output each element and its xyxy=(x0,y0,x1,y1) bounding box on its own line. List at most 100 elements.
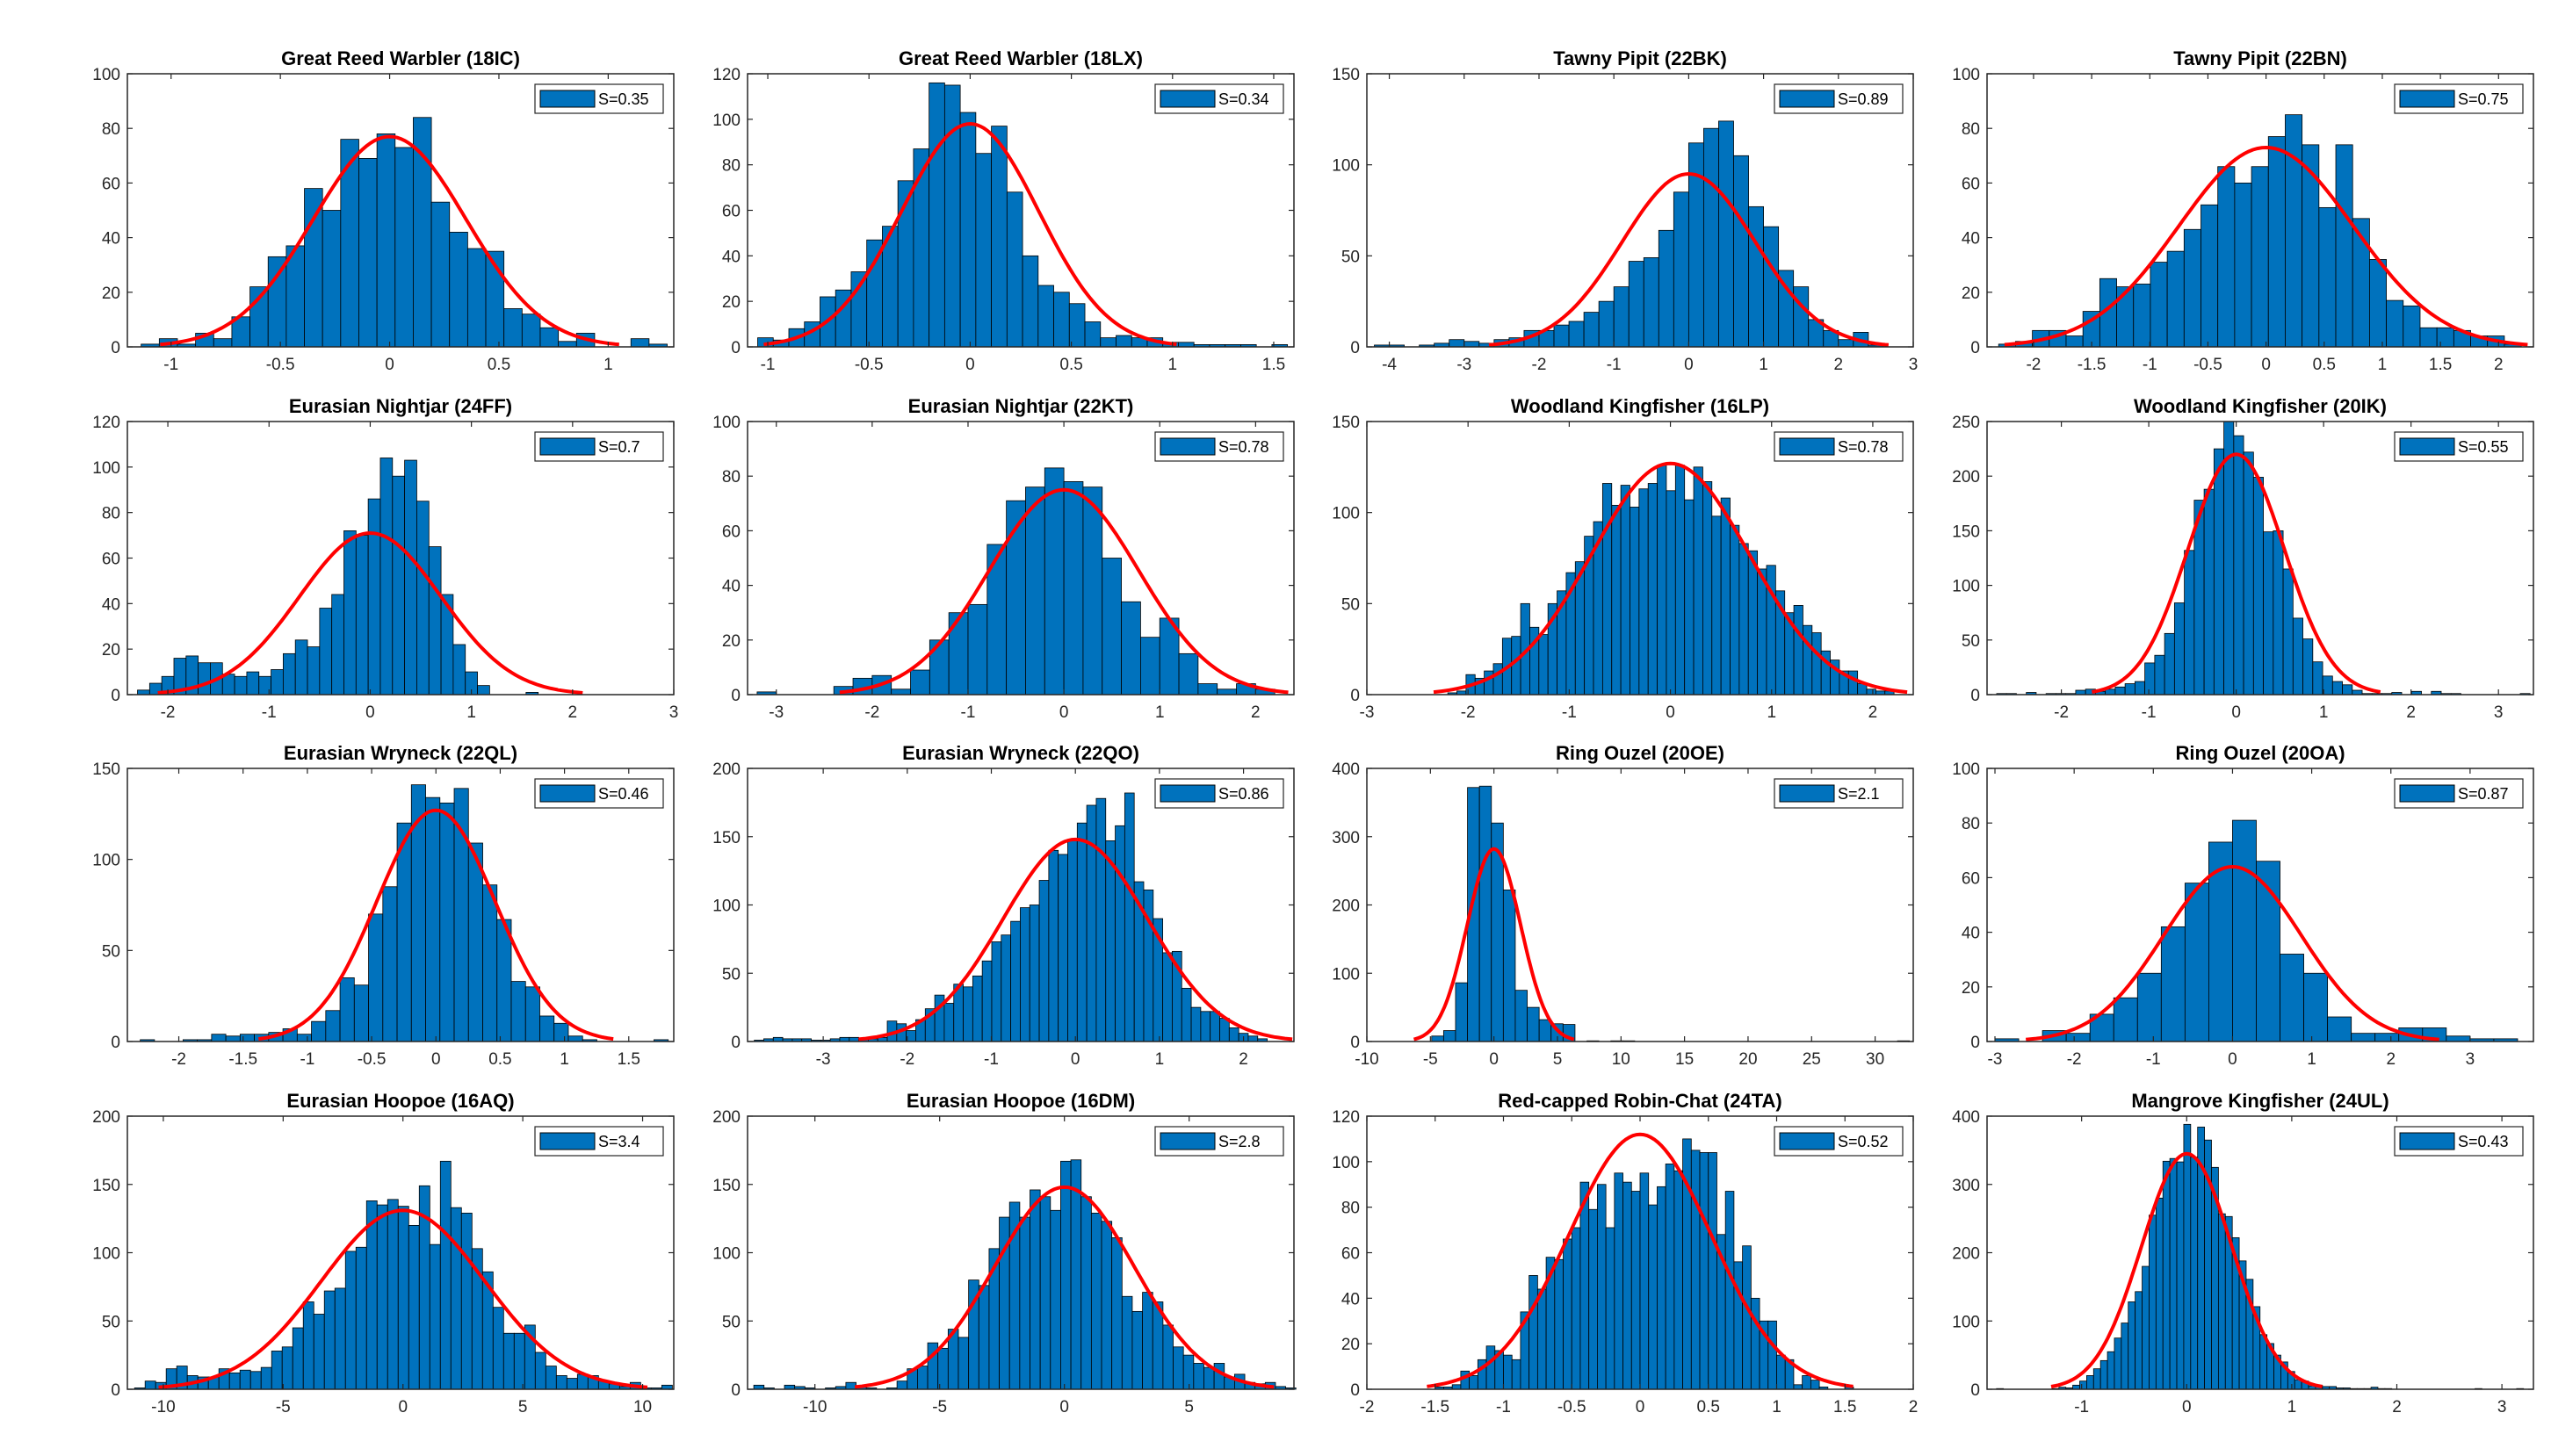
axes-box xyxy=(1986,768,2534,1042)
histogram-bar xyxy=(1847,670,1859,696)
y-tick-label: 0 xyxy=(1970,339,1980,357)
x-tick-label: -0.5 xyxy=(358,1050,387,1069)
histogram-bar xyxy=(1605,1227,1615,1390)
histogram-bar xyxy=(1628,261,1644,348)
chart-title: Ring Ouzel (20OA) xyxy=(2175,742,2345,764)
histogram-bar xyxy=(2312,661,2323,696)
histogram-bar xyxy=(1793,1384,1803,1390)
y-tick-label: 0 xyxy=(731,1034,741,1052)
histogram-bar xyxy=(1730,524,1740,696)
histogram-bar xyxy=(198,662,211,696)
y-tick-label: 0 xyxy=(1970,687,1980,705)
histogram-bar xyxy=(2160,926,2186,1042)
histogram-bar xyxy=(313,1314,325,1390)
histogram-bar xyxy=(239,1369,251,1390)
histogram-bar xyxy=(429,1243,441,1390)
histogram-bar xyxy=(1463,341,1480,348)
histogram-bar xyxy=(2134,681,2146,696)
x-tick-label: 0.5 xyxy=(488,1050,511,1069)
legend-label: S=2.8 xyxy=(1218,1133,1261,1150)
legend: S=2.1 xyxy=(1774,778,1904,809)
histogram-bar xyxy=(929,639,950,696)
y-tick-label: 100 xyxy=(1952,760,1980,779)
y-tick-label: 80 xyxy=(102,120,120,139)
y-tick-label: 0 xyxy=(731,687,741,705)
x-tick-label: -10 xyxy=(1355,1050,1378,1069)
x-tick-label: 1 xyxy=(1155,703,1165,722)
x-tick-label: -2 xyxy=(2067,1050,2082,1069)
histogram-bar xyxy=(910,669,930,696)
chart-title: Mangrove Kingfisher (24UL) xyxy=(2131,1090,2388,1112)
x-tick-label: -3 xyxy=(769,703,784,722)
x-tick-label: 3 xyxy=(1909,356,1919,374)
histogram-bar xyxy=(339,977,355,1042)
legend: S=0.87 xyxy=(2394,778,2524,809)
x-tick-label: 15 xyxy=(1675,1050,1694,1069)
histogram-bar xyxy=(2116,286,2135,348)
legend-swatch xyxy=(1160,437,1216,456)
histogram-bar xyxy=(2267,136,2286,348)
histogram-bar xyxy=(1140,637,1160,696)
histogram-bar xyxy=(387,1199,399,1390)
histogram-bar xyxy=(2173,602,2186,696)
histogram-bar xyxy=(408,1225,420,1390)
y-tick-label: 50 xyxy=(102,942,120,961)
histogram-bar xyxy=(2243,451,2254,696)
histogram-bar xyxy=(1030,1189,1041,1390)
histogram-bar xyxy=(948,612,969,696)
y-tick-label: 150 xyxy=(1332,414,1360,432)
histogram-bar xyxy=(1449,339,1465,348)
y-tick-label: 150 xyxy=(712,1177,741,1195)
normal-fit-curve xyxy=(2025,864,2439,1042)
histogram-bar xyxy=(2217,166,2236,348)
histogram-bar xyxy=(2233,435,2244,696)
x-tick-label: -1 xyxy=(262,703,277,722)
x-tick-label: 0 xyxy=(398,1398,408,1416)
legend: S=0.89 xyxy=(1774,83,1904,114)
x-tick-label: -0.5 xyxy=(1557,1398,1586,1416)
histogram-bar xyxy=(1708,1152,1717,1390)
y-tick-label: 100 xyxy=(1332,505,1360,523)
histogram-bar xyxy=(358,158,378,348)
chart-title: Woodland Kingfisher (20IK) xyxy=(2134,395,2387,417)
histogram-panel: -2 -1 0 1 2 3 0 20 40 60 80 100 120 Eurasian Nightjar… xyxy=(92,395,678,722)
histogram-bar xyxy=(2436,327,2454,348)
histogram-bar xyxy=(1638,488,1649,696)
histogram-bar xyxy=(1703,127,1719,348)
x-tick-label: 1 xyxy=(1155,1050,1165,1069)
legend-label: S=3.4 xyxy=(598,1133,640,1150)
histogram-bar xyxy=(1080,1196,1092,1390)
x-tick-label: 0.5 xyxy=(1059,356,1082,374)
x-tick-label: 1 xyxy=(1759,356,1768,374)
normal-fit-curve xyxy=(2004,145,2528,347)
x-tick-label: -1 xyxy=(761,356,776,374)
legend-label: S=0.78 xyxy=(1838,438,1889,456)
histogram-bar xyxy=(503,308,523,348)
y-tick-label: 100 xyxy=(712,1245,741,1264)
x-tick-label: 1 xyxy=(1772,1398,1781,1416)
histogram-bar xyxy=(379,458,394,696)
x-tick-label: 2 xyxy=(568,703,578,722)
y-tick-label: 300 xyxy=(1332,829,1360,847)
histogram-bar xyxy=(2217,1213,2226,1390)
histogram-bar xyxy=(1611,504,1622,696)
histogram-bar xyxy=(2251,166,2269,348)
histogram-bar xyxy=(311,1020,327,1042)
histogram-bar xyxy=(1724,1191,1735,1390)
histogram-bar xyxy=(1101,1221,1113,1390)
x-tick-label: 1 xyxy=(2378,356,2388,374)
y-tick-label: 150 xyxy=(92,760,120,779)
histogram-bar xyxy=(1554,1258,1564,1390)
histogram-bar xyxy=(292,1327,304,1390)
histogram-bar xyxy=(1173,1346,1184,1390)
histogram-bar xyxy=(1038,880,1050,1042)
y-tick-label: 20 xyxy=(1341,1336,1360,1354)
x-tick-label: 1 xyxy=(603,356,613,374)
histogram-bar xyxy=(1693,466,1703,696)
histogram-bar xyxy=(1630,507,1640,696)
x-tick-label: 0 xyxy=(385,356,394,374)
histogram-bar xyxy=(553,1022,569,1042)
legend-box xyxy=(1774,778,1904,809)
chart-title: Great Reed Warbler (18LX) xyxy=(899,47,1143,69)
